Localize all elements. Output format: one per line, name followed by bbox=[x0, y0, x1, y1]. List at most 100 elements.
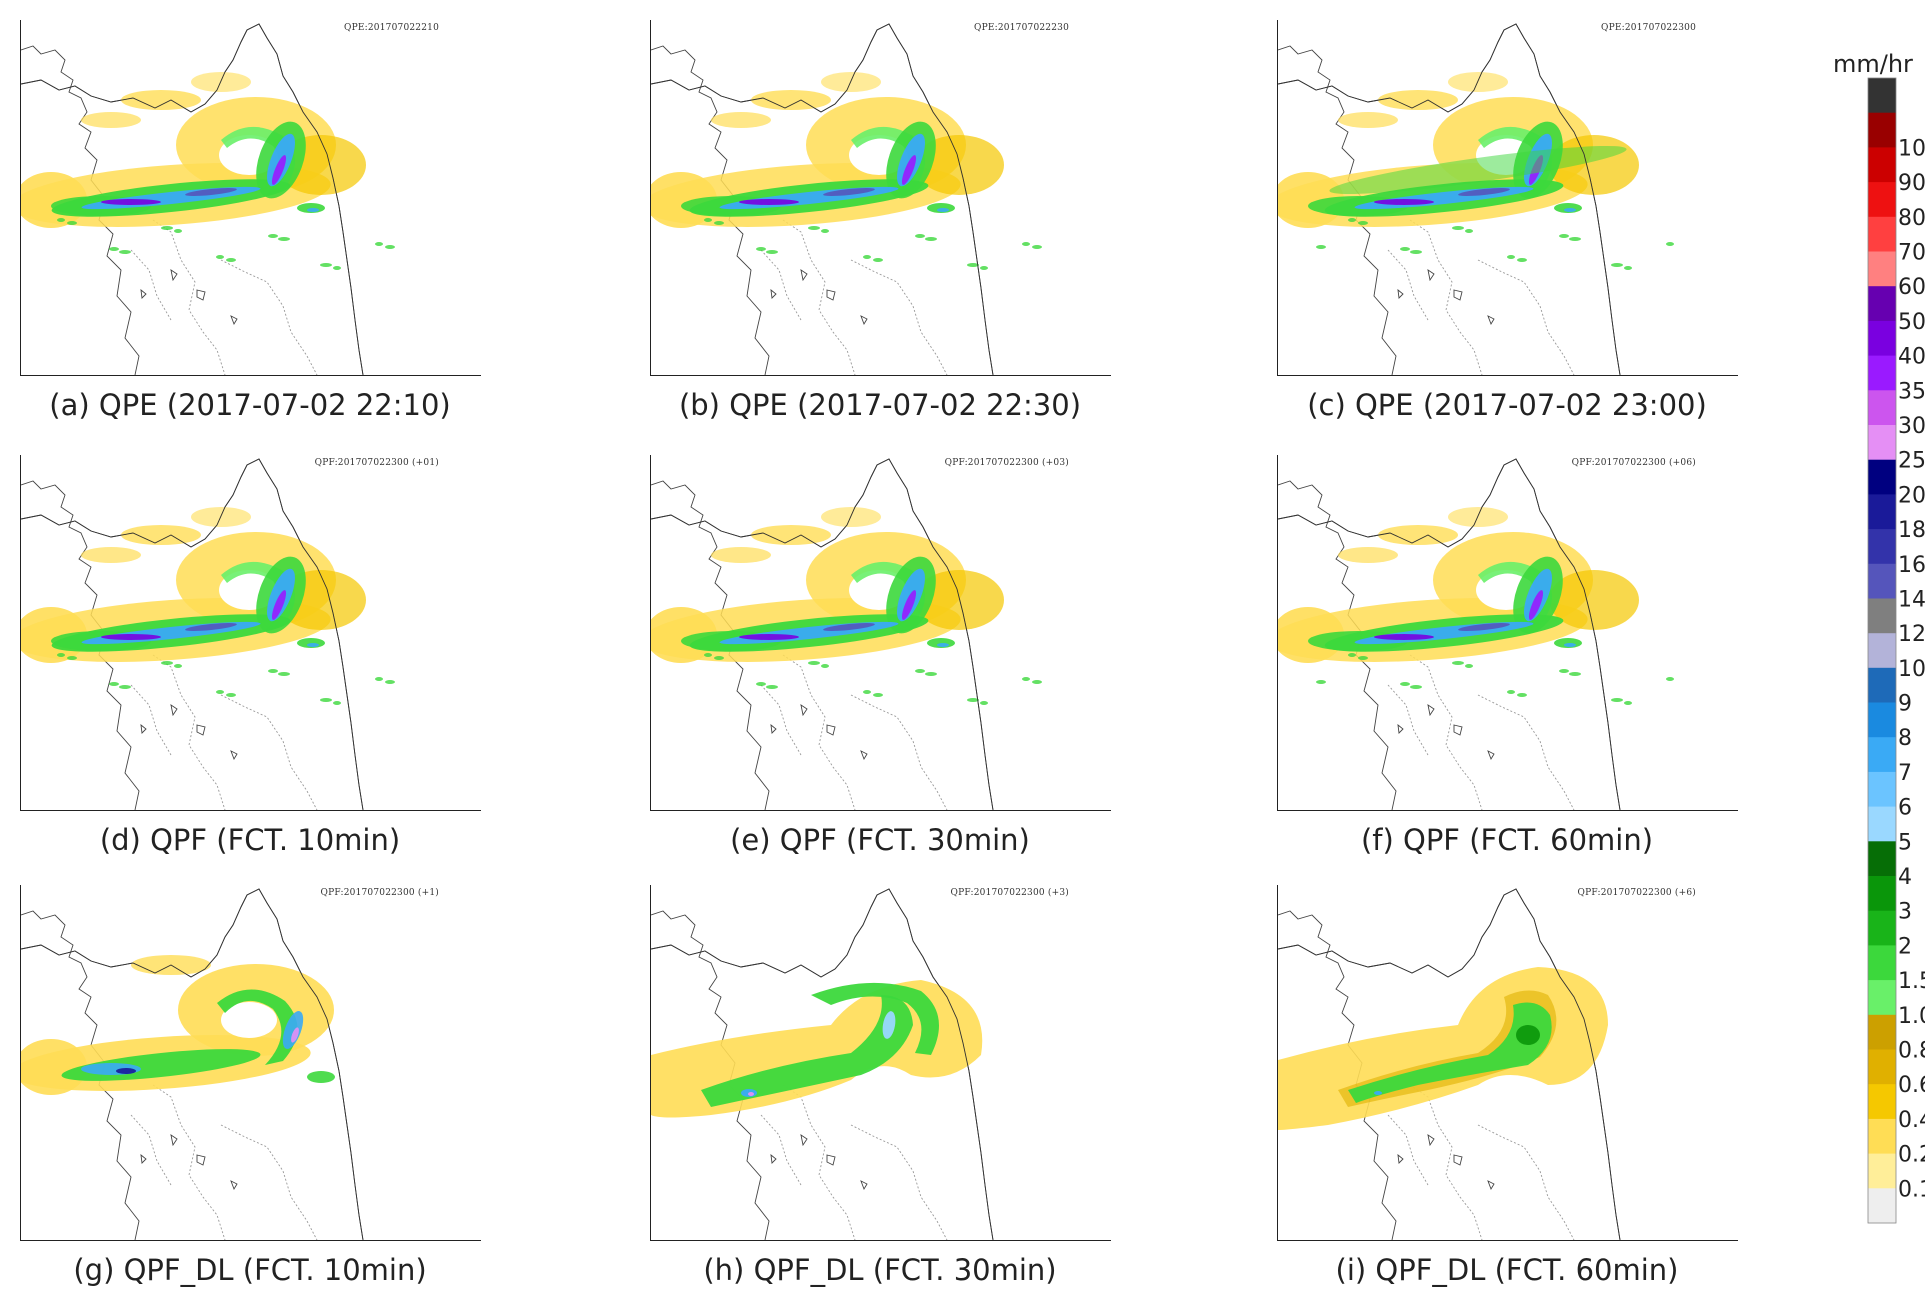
map-panel-f: QPF:201707022300 (+06) (f) QPF (FCT. 60mi… bbox=[1277, 455, 1738, 857]
colorbar-tick-label: 25 bbox=[1898, 449, 1925, 474]
colorbar-swatch bbox=[1868, 563, 1896, 599]
map-panel-b: QPE:201707022230 (b) QPE (2017-07-02 22:3… bbox=[650, 20, 1111, 422]
colorbar-swatch bbox=[1868, 945, 1896, 981]
map-panel-c: QPE:201707022300 (c) QPE (2017-07-02 23:0… bbox=[1277, 20, 1738, 422]
radar-field bbox=[21, 458, 395, 810]
colorbar-swatch bbox=[1868, 78, 1896, 114]
map-timestamp: QPF:201707022300 (+6) bbox=[1577, 888, 1696, 898]
map-panel-a: QPE:201707022210 (a) QPE (2017-07-02 22:1… bbox=[20, 20, 481, 422]
radar-field bbox=[1278, 888, 1621, 1240]
colorbar-tick-label: 0.1 bbox=[1898, 1177, 1925, 1202]
colorbar-swatch bbox=[1868, 1118, 1896, 1155]
precip-echo bbox=[21, 507, 395, 705]
panel-caption: (d) QPF (FCT. 10min) bbox=[99, 823, 401, 857]
colorbar-tick-label: 1.5 bbox=[1898, 969, 1925, 994]
colorbar-tick-label: 80 bbox=[1898, 206, 1925, 231]
colorbar-scale: 0.1 0.2 0.4 0.6 0.8 1.0 1.5 2 3 4 5 6 7 8 9 10 12 14 16 18 2… bbox=[1867, 77, 1925, 1224]
colorbar-tick-label: 0.6 bbox=[1898, 1073, 1925, 1098]
precip-echo bbox=[651, 507, 1042, 705]
map-timestamp: QPF:201707022300 (+06) bbox=[1571, 458, 1696, 468]
colorbar-swatch bbox=[1868, 876, 1896, 912]
colorbar-legend: 0.1 0.2 0.4 0.6 0.8 1.0 1.5 2 3 4 5 6 7 8 9 10 12 14 16 18 2… bbox=[1825, 48, 1925, 1228]
precip-echo bbox=[651, 980, 983, 1118]
colorbar-tick-label: 9 bbox=[1898, 692, 1912, 717]
precip-echo bbox=[651, 72, 1042, 270]
colorbar-swatch bbox=[1868, 529, 1896, 565]
colorbar-tick-label: 30 bbox=[1898, 414, 1925, 439]
colorbar-tick-label: 16 bbox=[1898, 553, 1925, 578]
colorbar-swatch bbox=[1868, 251, 1896, 287]
colorbar-swatch bbox=[1868, 633, 1896, 669]
colorbar-swatch bbox=[1868, 494, 1896, 530]
colorbar-tick-label: 18 bbox=[1898, 518, 1925, 543]
colorbar-tick-label: 6 bbox=[1898, 796, 1912, 821]
map-panel-e: QPF:201707022300 (+03) (e) QPF (FCT. 30mi… bbox=[650, 455, 1111, 857]
colorbar-tick-label: 35 bbox=[1898, 379, 1925, 404]
radar-field bbox=[651, 23, 1042, 375]
map-timestamp: QPE:201707022230 bbox=[974, 23, 1069, 33]
colorbar-swatch bbox=[1868, 1049, 1896, 1085]
colorbar-tick-label: 0.2 bbox=[1898, 1143, 1925, 1168]
colorbar-swatch bbox=[1868, 320, 1896, 357]
map-timestamp: QPF:201707022300 (+3) bbox=[950, 888, 1069, 898]
precipitation-map: QPF:201707022300 (+6) bbox=[1277, 885, 1738, 1241]
colorbar-swatch bbox=[1868, 806, 1896, 842]
colorbar-swatch bbox=[1868, 841, 1896, 877]
colorbar-tick-label: 20 bbox=[1898, 483, 1925, 508]
colorbar-tick-label: 60 bbox=[1898, 275, 1925, 300]
precipitation-map: QPE:201707022300 bbox=[1277, 20, 1738, 376]
colorbar-swatch bbox=[1868, 355, 1896, 391]
precipitation-map: QPF:201707022300 (+1) bbox=[20, 885, 481, 1241]
colorbar-tick-label: 0.4 bbox=[1898, 1108, 1925, 1133]
colorbar-swatch bbox=[1868, 390, 1896, 426]
precipitation-map: QPF:201707022300 (+3) bbox=[650, 885, 1111, 1241]
radar-field bbox=[1278, 458, 1674, 810]
map-panel-d: QPF:201707022300 (+01) (d) QPF (FCT. 10mi… bbox=[20, 455, 481, 857]
colorbar-swatch bbox=[1868, 216, 1896, 252]
precipitation-map: QPF:201707022300 (+03) bbox=[650, 455, 1111, 811]
panel-caption: (i) QPF_DL (FCT. 60min) bbox=[1335, 1253, 1679, 1287]
colorbar-tick-label: 40 bbox=[1898, 345, 1925, 370]
colorbar-tick-label: 3 bbox=[1898, 900, 1912, 925]
colorbar-unit: mm/hr bbox=[1833, 50, 1913, 78]
colorbar-swatch bbox=[1868, 286, 1896, 322]
colorbar-swatch bbox=[1868, 147, 1896, 183]
precip-echo bbox=[1278, 72, 1674, 270]
colorbar-swatch bbox=[1868, 459, 1896, 495]
colorbar-tick-label: 4 bbox=[1898, 865, 1912, 890]
panel-caption: (a) QPE (2017-07-02 22:10) bbox=[49, 388, 451, 422]
colorbar-swatch bbox=[1868, 1153, 1896, 1189]
panel-caption: (g) QPF_DL (FCT. 10min) bbox=[73, 1253, 427, 1287]
colorbar-tick-label: 5 bbox=[1898, 830, 1912, 855]
map-timestamp: QPF:201707022300 (+1) bbox=[320, 888, 439, 898]
colorbar-tick-label: 0.8 bbox=[1898, 1039, 1925, 1064]
precip-echo bbox=[1278, 967, 1608, 1130]
radar-field bbox=[651, 458, 1042, 810]
colorbar-tick-label: 8 bbox=[1898, 726, 1912, 751]
map-panel-i: QPF:201707022300 (+6) (i) QPF_DL (FCT. 60… bbox=[1277, 885, 1738, 1287]
colorbar-tick-label: 70 bbox=[1898, 241, 1925, 266]
precipitation-map: QPE:201707022210 bbox=[20, 20, 481, 376]
map-panel-g: QPF:201707022300 (+1) (g) QPF_DL (FCT. 10… bbox=[20, 885, 481, 1287]
colorbar-tick-label: 50 bbox=[1898, 310, 1925, 335]
precipitation-map: QPE:201707022230 bbox=[650, 20, 1111, 376]
map-timestamp: QPE:201707022210 bbox=[344, 23, 439, 33]
colorbar-tick-label: 90 bbox=[1898, 171, 1925, 196]
colorbar-swatch bbox=[1868, 1188, 1896, 1224]
colorbar-swatch bbox=[1868, 425, 1896, 461]
colorbar-tick-label: 14 bbox=[1898, 588, 1925, 613]
map-timestamp: QPF:201707022300 (+01) bbox=[314, 458, 439, 468]
colorbar-swatch bbox=[1868, 702, 1896, 738]
panel-caption: (f) QPF (FCT. 60min) bbox=[1360, 823, 1654, 857]
radar-field bbox=[1278, 23, 1674, 375]
radar-field bbox=[21, 888, 364, 1240]
colorbar-tick-label: 1.0 bbox=[1898, 1004, 1925, 1029]
precip-echo bbox=[21, 72, 395, 270]
precipitation-map: QPF:201707022300 (+06) bbox=[1277, 455, 1738, 811]
colorbar-swatch bbox=[1868, 737, 1896, 773]
colorbar-swatch bbox=[1868, 112, 1896, 148]
colorbar-swatch bbox=[1868, 598, 1896, 634]
panel-caption: (h) QPF_DL (FCT. 30min) bbox=[703, 1253, 1057, 1287]
radar-field bbox=[21, 23, 395, 375]
colorbar-tick-label: 12 bbox=[1898, 622, 1925, 647]
